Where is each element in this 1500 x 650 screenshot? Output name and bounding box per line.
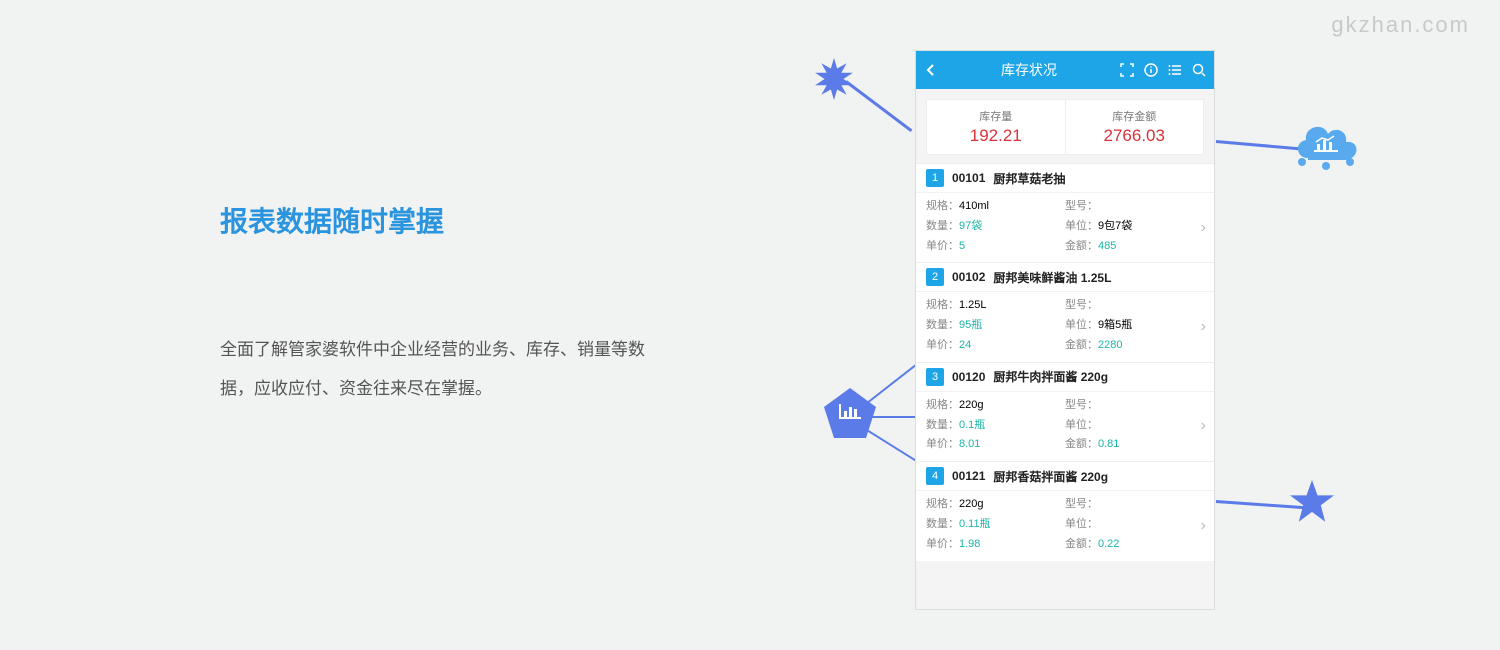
inventory-item[interactable]: 3 00120 厨邦牛肉拌面酱 220g 规格：220g型号：数量：0.1瓶单位：单价…: [916, 362, 1214, 461]
connector-line: [1216, 140, 1302, 150]
inventory-item[interactable]: 2 00102 厨邦美味鲜酱油 1.25L 规格：1.25L型号：数量：95瓶单位：9…: [916, 262, 1214, 361]
chevron-right-icon: ›: [1201, 318, 1206, 336]
app-titlebar: 库存状况: [916, 51, 1214, 89]
item-body: 规格：410ml型号：数量：97袋单位：9包7袋单价：5金额：485›: [916, 193, 1214, 262]
inventory-item[interactable]: 4 00121 厨邦香菇拌面酱 220g 规格：220g型号：数量：0.11瓶单位：单…: [916, 461, 1214, 560]
summary-card: 库存量 192.21 库存金额 2766.03: [926, 99, 1204, 155]
item-body: 规格：220g型号：数量：0.1瓶单位：单价：8.01金额：0.81›: [916, 392, 1214, 461]
item-index: 1: [926, 169, 944, 187]
summary-value: 192.21: [970, 126, 1022, 146]
item-header: 3 00120 厨邦牛肉拌面酱 220g: [916, 363, 1214, 392]
star-icon: [1290, 480, 1334, 529]
marketing-text-block: 报表数据随时掌握 全面了解管家婆软件中企业经营的业务、库存、销量等数据，应收应付…: [220, 200, 660, 408]
chevron-right-icon: ›: [1201, 219, 1206, 237]
item-name: 厨邦香菇拌面酱 220g: [993, 468, 1108, 485]
inventory-item[interactable]: 1 00101 厨邦草菇老抽规格：410ml型号：数量：97袋单位：9包7袋单价：5…: [916, 163, 1214, 262]
item-code: 00121: [952, 469, 985, 483]
item-body: 规格：1.25L型号：数量：95瓶单位：9箱5瓶单价：24金额：2280›: [916, 292, 1214, 361]
item-header: 1 00101 厨邦草菇老抽: [916, 164, 1214, 193]
phone-mockup: 库存状况 库存量 192.21 库存金额 2766.03 1 00101 厨邦草菇老…: [915, 50, 1215, 610]
page-heading: 报表数据随时掌握: [220, 200, 660, 240]
list-icon[interactable]: [1168, 63, 1182, 77]
watermark-text: gkzhan.com: [1331, 12, 1470, 38]
app-title: 库存状况: [938, 60, 1120, 80]
chevron-right-icon: ›: [1201, 417, 1206, 435]
chevron-right-icon: ›: [1201, 517, 1206, 535]
item-code: 00120: [952, 370, 985, 384]
item-index: 3: [926, 368, 944, 386]
summary-label: 库存金额: [1112, 108, 1156, 124]
inventory-list: 1 00101 厨邦草菇老抽规格：410ml型号：数量：97袋单位：9包7袋单价：5…: [916, 163, 1214, 561]
item-name: 厨邦牛肉拌面酱 220g: [993, 368, 1108, 385]
item-code: 00101: [952, 171, 985, 185]
item-header: 4 00121 厨邦香菇拌面酱 220g: [916, 462, 1214, 491]
item-name: 厨邦美味鲜酱油 1.25L: [993, 269, 1111, 286]
pentagon-chart-icon: [822, 386, 878, 447]
item-index: 2: [926, 268, 944, 286]
search-icon[interactable]: [1192, 63, 1206, 77]
summary-value: 2766.03: [1104, 126, 1165, 146]
item-body: 规格：220g型号：数量：0.11瓶单位：单价：1.98金额：0.22›: [916, 491, 1214, 560]
info-icon[interactable]: [1144, 63, 1158, 77]
item-name: 厨邦草菇老抽: [993, 170, 1065, 187]
item-header: 2 00102 厨邦美味鲜酱油 1.25L: [916, 263, 1214, 292]
page-description: 全面了解管家婆软件中企业经营的业务、库存、销量等数据，应收应付、资金往来尽在掌握…: [220, 330, 660, 408]
connector-line: [845, 80, 912, 132]
burst-icon: [813, 58, 855, 105]
summary-stock-qty: 库存量 192.21: [927, 100, 1065, 154]
cloud-chart-icon: [1290, 116, 1362, 179]
back-icon[interactable]: [924, 63, 938, 77]
item-code: 00102: [952, 270, 985, 284]
summary-label: 库存量: [979, 108, 1012, 124]
item-index: 4: [926, 467, 944, 485]
scan-icon[interactable]: [1120, 63, 1134, 77]
summary-stock-amount: 库存金额 2766.03: [1065, 100, 1204, 154]
